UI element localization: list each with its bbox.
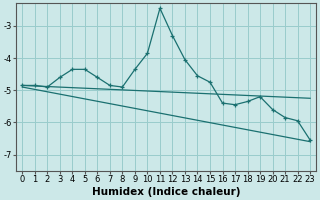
X-axis label: Humidex (Indice chaleur): Humidex (Indice chaleur) — [92, 187, 240, 197]
